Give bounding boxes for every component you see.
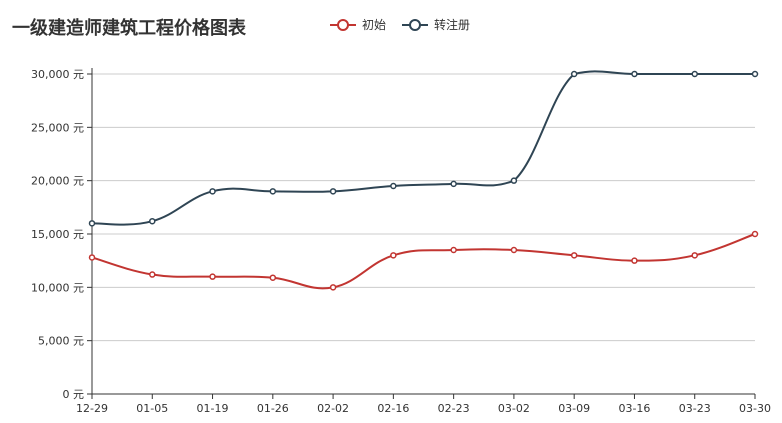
- x-tick-label: 01-26: [257, 402, 289, 415]
- data-point[interactable]: [631, 257, 638, 264]
- data-point[interactable]: [329, 188, 337, 195]
- data-point[interactable]: [149, 271, 156, 278]
- y-tick-label: 15,000 元: [31, 228, 84, 241]
- x-tick-label: 03-30: [739, 402, 771, 415]
- legend-item-series-1[interactable]: 转注册: [402, 16, 470, 33]
- x-tick-label: 03-23: [679, 402, 711, 415]
- x-tick-label: 01-19: [197, 402, 229, 415]
- legend-marker-icon: [330, 18, 356, 31]
- data-point[interactable]: [269, 188, 277, 195]
- legend-label: 转注册: [434, 18, 471, 32]
- y-tick-labels: 0 元 5,000 元 10,000 元 15,000 元 20,000 元 25,000…: [31, 68, 84, 401]
- y-tick-label: 0 元: [63, 388, 85, 401]
- data-points: [88, 70, 759, 291]
- data-point[interactable]: [390, 182, 397, 190]
- y-tick-label: 30,000 元: [31, 68, 84, 81]
- x-tick-label: 01-05: [136, 402, 168, 415]
- x-tick-labels: 12-29 01-05 01-19 01-26 02-02 02-16 02-23 03-02…: [76, 402, 771, 415]
- data-point[interactable]: [209, 188, 216, 195]
- grid-lines: [92, 73, 755, 342]
- x-tick-label: 03-02: [498, 402, 530, 415]
- data-point[interactable]: [329, 284, 337, 291]
- data-point[interactable]: [510, 246, 518, 254]
- data-point[interactable]: [751, 70, 759, 78]
- y-tick-label: 5,000 元: [38, 335, 84, 348]
- data-point[interactable]: [450, 246, 457, 254]
- axes: [87, 68, 756, 399]
- data-point[interactable]: [390, 252, 397, 259]
- legend-marker-icon: [402, 18, 429, 31]
- x-tick-label: 02-16: [377, 402, 409, 415]
- x-tick-label: 12-29: [76, 402, 108, 415]
- chart-title: 一级建造师建筑工程价格图表: [12, 18, 246, 39]
- legend-label: 初始: [362, 18, 387, 32]
- data-point[interactable]: [570, 70, 578, 78]
- legend-item-series-0[interactable]: 初始: [330, 16, 386, 33]
- legend: 初始 转注册: [330, 16, 470, 33]
- y-tick-label: 20,000 元: [31, 175, 84, 188]
- x-tick-label: 03-09: [558, 402, 590, 415]
- data-point[interactable]: [88, 220, 96, 227]
- data-point[interactable]: [88, 254, 96, 261]
- series-line-0: [91, 233, 756, 290]
- data-point[interactable]: [269, 274, 277, 281]
- data-point[interactable]: [209, 273, 216, 280]
- data-point[interactable]: [510, 177, 518, 184]
- data-point[interactable]: [691, 252, 698, 259]
- x-tick-label: 02-02: [317, 402, 349, 415]
- data-point[interactable]: [450, 180, 457, 188]
- data-point[interactable]: [691, 70, 698, 78]
- data-point[interactable]: [570, 252, 578, 259]
- x-tick-label: 02-23: [438, 402, 470, 415]
- data-point[interactable]: [631, 70, 638, 78]
- series-line-1: [91, 70, 755, 226]
- y-tick-label: 10,000 元: [31, 281, 84, 294]
- y-tick-label: 25,000 元: [31, 121, 84, 134]
- x-tick-label: 03-16: [618, 402, 650, 415]
- data-point[interactable]: [751, 230, 759, 238]
- data-point[interactable]: [149, 217, 156, 225]
- series-lines: [91, 70, 756, 290]
